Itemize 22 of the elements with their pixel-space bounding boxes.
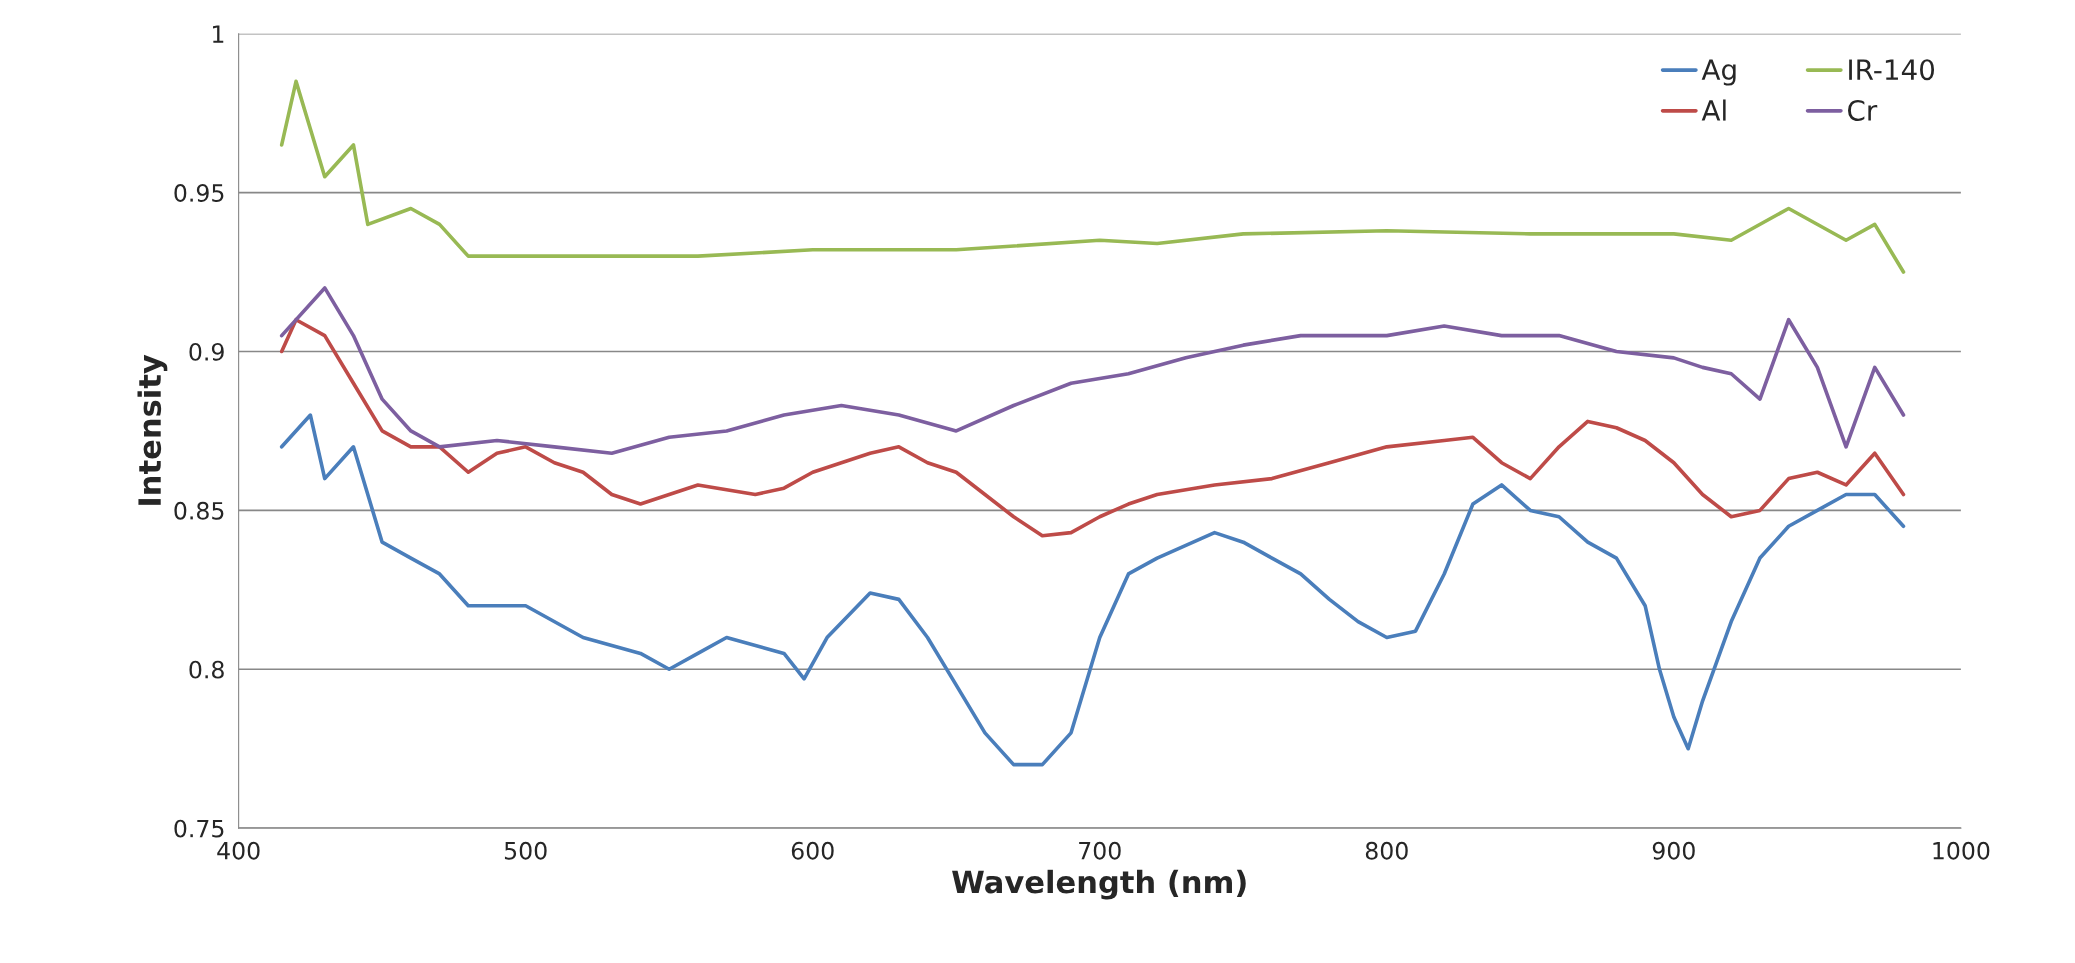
x-tick-label: 500 [504,841,547,860]
x-tick-label: 600 [791,841,834,860]
y-tick-label: 0.75 [174,819,224,838]
y-tick-label: 0.95 [174,184,224,202]
y-tick-label: 0.85 [174,501,224,520]
line-series [279,286,1906,455]
y-tick-label: 1 [213,25,224,43]
x-tick-label: 400 [217,841,260,860]
legend-label: IR-140 [1849,59,1935,81]
y-tick-label: 0.8 [189,660,224,679]
line-series [279,317,1906,538]
x-tick-label: 1000 [1933,841,1990,860]
legend-label: Cr [1848,99,1878,121]
legend-label: Ag [1701,59,1736,86]
x-tick-label: 700 [1079,841,1121,860]
legend-label: Al [1701,99,1726,121]
x-tick-label: 800 [1365,841,1408,860]
y-tick-label: 0.9 [189,342,224,361]
line-series [279,413,1906,767]
x-axis-title: Wavelength (nm) [952,869,1246,900]
y-axis-title: Intensity [137,354,168,505]
x-tick-label: 900 [1652,841,1695,860]
